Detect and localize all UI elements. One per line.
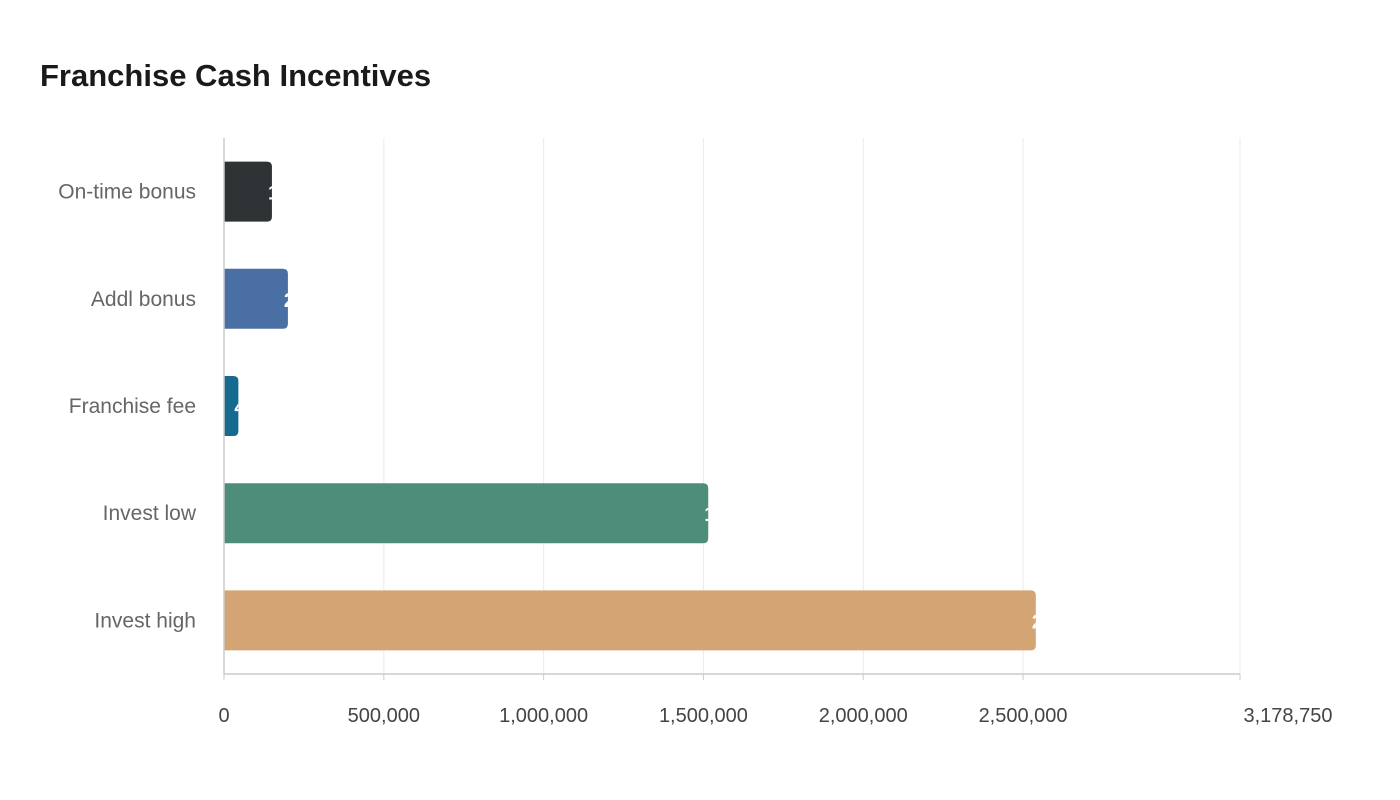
bar[interactable] bbox=[224, 161, 272, 222]
bar[interactable] bbox=[224, 483, 709, 544]
x-tick-label: 500,000 bbox=[348, 705, 420, 727]
axes bbox=[223, 138, 1241, 680]
bars bbox=[224, 161, 1036, 651]
category-label: Invest high bbox=[94, 609, 196, 632]
bar[interactable] bbox=[224, 376, 239, 436]
x-tick-label: 1,500,000 bbox=[659, 705, 748, 727]
x-tick-label: 2,500,000 bbox=[979, 705, 1068, 727]
x-tick-label: 3,178,750 bbox=[1244, 705, 1333, 727]
chart-title: Franchise Cash Incentives bbox=[40, 58, 432, 93]
data-label: 45,000 bbox=[234, 397, 295, 419]
data-label: 1,515,000 bbox=[704, 504, 793, 526]
x-tick-label: 2,000,000 bbox=[819, 705, 908, 727]
category-label: Invest low bbox=[103, 502, 197, 525]
grid-lines bbox=[383, 138, 1241, 674]
data-label: 150,000 bbox=[268, 183, 340, 205]
x-tick-label: 1,000,000 bbox=[499, 705, 588, 727]
bar[interactable] bbox=[224, 268, 288, 329]
data-label: 200,000 bbox=[284, 290, 356, 312]
bar[interactable] bbox=[224, 590, 1036, 651]
category-label: On-time bonus bbox=[58, 181, 196, 204]
x-tick-label: 0 bbox=[218, 705, 229, 727]
category-label: Franchise fee bbox=[69, 395, 196, 418]
labels: 0 500,000 1,000,000 1,500,000 2,000,000 2,500… bbox=[58, 181, 1332, 727]
data-label: 2,540,000 bbox=[1032, 611, 1121, 633]
category-label: Addl bonus bbox=[91, 288, 196, 311]
